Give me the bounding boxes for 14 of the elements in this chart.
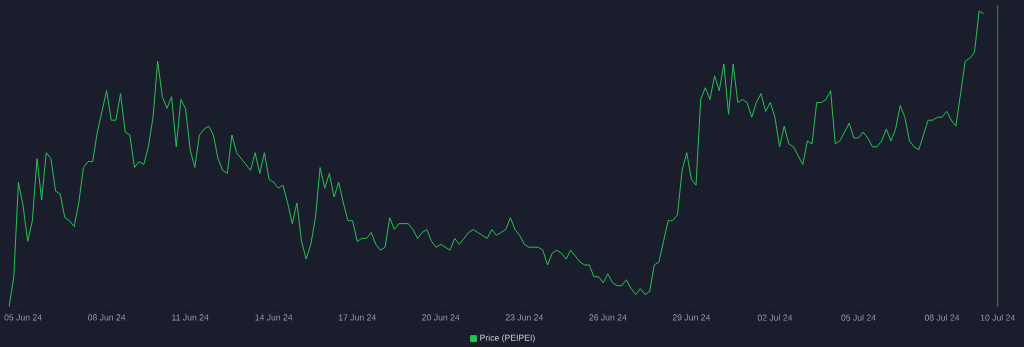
x-tick-label: 23 Jun 24	[505, 314, 543, 321]
legend-label: Price (PEIPEI)	[480, 334, 535, 343]
x-tick-label: 14 Jun 24	[255, 314, 293, 321]
x-tick-label: 05 Jun 24	[4, 314, 42, 321]
x-tick-label: 29 Jun 24	[672, 314, 711, 321]
x-tick-label: 05 Jul 24	[841, 314, 876, 321]
x-tick-label: 02 Jul 24	[757, 314, 793, 321]
x-tick-label: 20 Jun 24	[422, 314, 460, 321]
x-tick-label: 08 Jul 24	[924, 314, 960, 321]
x-tick-label: 11 Jun 24	[172, 314, 209, 321]
x-tick-label: 10 Jul 24	[980, 314, 1015, 321]
x-tick-label: 08 Jun 24	[87, 314, 126, 321]
x-tick-label: 17 Jun 24	[338, 314, 376, 321]
x-tick-label: 26 Jun 24	[589, 314, 627, 321]
